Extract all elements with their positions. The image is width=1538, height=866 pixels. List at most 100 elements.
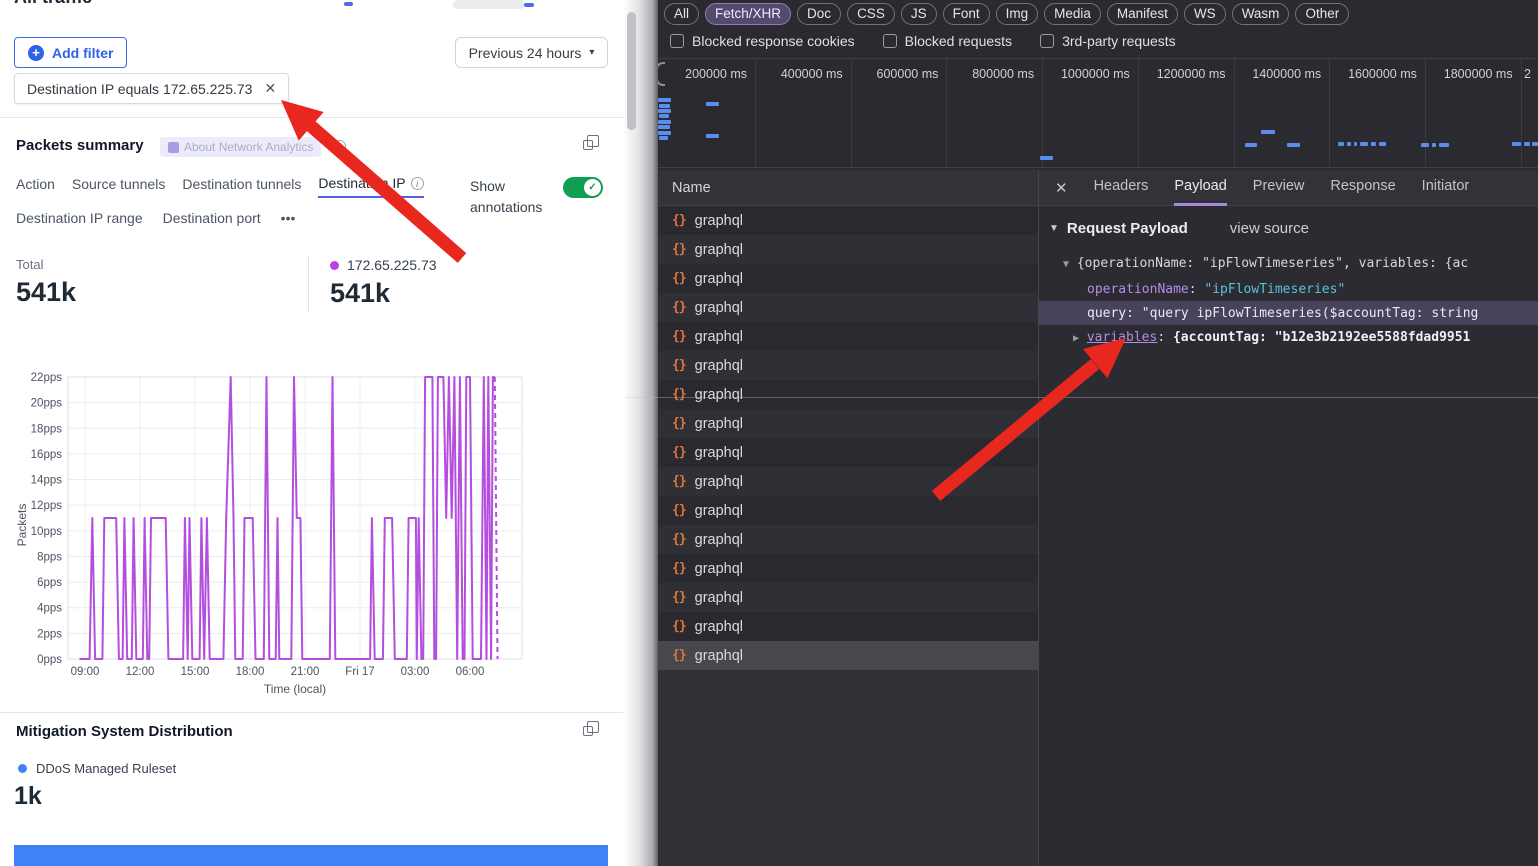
- collapse-caret-icon[interactable]: ▼: [1063, 259, 1070, 270]
- request-type-filter-bar: All Fetch/XHR Doc CSS JS Font Img Media Manifest…: [664, 3, 1350, 25]
- tab-destination-ip-range[interactable]: Destination IP range: [16, 210, 143, 226]
- time-range-label: Previous 24 hours: [468, 44, 582, 61]
- request-list: {} graphql {} graphql {} graphql {} graphql {} gr…: [658, 206, 1038, 866]
- request-row[interactable]: {} graphql: [658, 293, 1038, 322]
- request-row[interactable]: {} graphql: [658, 467, 1038, 496]
- tab-payload[interactable]: Payload: [1174, 170, 1226, 206]
- tab-action[interactable]: Action: [16, 175, 55, 198]
- filter-checkbox-row: Blocked response cookies Blocked requests…: [670, 33, 1176, 49]
- tab-destination-ip[interactable]: Destination IP i: [318, 175, 424, 198]
- request-row[interactable]: {} graphql: [658, 525, 1038, 554]
- close-icon[interactable]: ✕: [1055, 179, 1068, 197]
- panel-divider[interactable]: [1038, 170, 1039, 866]
- clipped-overview-remnant: [658, 62, 665, 86]
- checkbox-3rd-party-requests[interactable]: 3rd-party requests: [1040, 33, 1176, 49]
- y-tick-label: 22pps: [31, 372, 63, 384]
- filter-pill-js[interactable]: JS: [900, 3, 937, 25]
- scrollbar-thumb[interactable]: [627, 12, 636, 130]
- waterfall-gridline: [946, 59, 948, 167]
- x-tick-label: 15:00: [181, 666, 210, 678]
- checkbox-blocked-response-cookies[interactable]: Blocked response cookies: [670, 33, 855, 49]
- tab-source-tunnels[interactable]: Source tunnels: [72, 175, 165, 198]
- mitigation-value: 1k: [14, 782, 42, 810]
- series-legend-dot: [330, 260, 339, 270]
- graphql-braces-icon: {}: [672, 561, 687, 576]
- packets-timeseries-chart[interactable]: 0pps 2pps 4pps 6pps 8pps 10pps 12pps 14pps 16pps…: [0, 360, 623, 705]
- section-divider: [0, 117, 623, 118]
- request-row[interactable]: {} graphql: [658, 612, 1038, 641]
- show-annotations-toggle[interactable]: ✓: [563, 177, 603, 198]
- series-line: [79, 376, 495, 660]
- time-range-dropdown[interactable]: Previous 24 hours ▾: [455, 37, 608, 68]
- expand-caret-icon[interactable]: ▶: [1073, 333, 1080, 344]
- checkbox-icon: [670, 34, 684, 48]
- mitigation-title: Mitigation System Distribution: [16, 723, 233, 740]
- remove-filter-icon[interactable]: ✕: [264, 80, 277, 96]
- collapse-caret-icon[interactable]: ▼: [1049, 223, 1059, 234]
- request-row[interactable]: {} graphql: [658, 641, 1038, 670]
- tab-destination-port[interactable]: Destination port: [162, 210, 261, 226]
- plus-icon: +: [28, 44, 44, 61]
- filter-chip[interactable]: Destination IP equals 172.65.225.73 ✕: [14, 73, 290, 104]
- payload-variables-row[interactable]: ▶ variables: {accountTag: "b12e3b2192ee5…: [1073, 330, 1471, 345]
- request-row[interactable]: {} graphql: [658, 380, 1038, 409]
- add-filter-button[interactable]: + Add filter: [14, 37, 128, 68]
- filter-pill-wasm[interactable]: Wasm: [1231, 3, 1290, 25]
- filter-pill-doc[interactable]: Doc: [797, 3, 842, 25]
- y-tick-label: 2pps: [37, 628, 62, 640]
- tab-initiator[interactable]: Initiator: [1421, 177, 1470, 194]
- waterfall-time-label: 200000 ms: [685, 67, 747, 81]
- request-row[interactable]: {} graphql: [658, 583, 1038, 612]
- waterfall-gridline: [850, 59, 852, 167]
- payload-panel: ▼ Request Payload view source ▼ {operati…: [1039, 206, 1538, 866]
- view-source-link[interactable]: view source: [1229, 220, 1309, 237]
- tab-response[interactable]: Response: [1330, 177, 1396, 194]
- waterfall-request-bar: [658, 120, 671, 124]
- request-row[interactable]: {} graphql: [658, 322, 1038, 351]
- request-row[interactable]: {} graphql: [658, 264, 1038, 293]
- tab-headers[interactable]: Headers: [1093, 177, 1149, 194]
- request-row[interactable]: {} graphql: [658, 409, 1038, 438]
- request-name: graphql: [694, 647, 744, 664]
- filter-pill-fetchxhr[interactable]: Fetch/XHR: [705, 3, 792, 25]
- filter-pill-font[interactable]: Font: [942, 3, 990, 25]
- waterfall-request-bar: [1347, 142, 1351, 146]
- request-row[interactable]: {} graphql: [658, 206, 1038, 235]
- filter-pill-css[interactable]: CSS: [847, 3, 895, 25]
- checkbox-blocked-requests[interactable]: Blocked requests: [882, 33, 1012, 49]
- request-row[interactable]: {} graphql: [658, 351, 1038, 380]
- filter-pill-ws[interactable]: WS: [1183, 3, 1226, 25]
- request-row[interactable]: {} graphql: [658, 554, 1038, 583]
- filter-pill-media[interactable]: Media: [1044, 3, 1101, 25]
- request-name: graphql: [694, 299, 744, 316]
- request-row[interactable]: {} graphql: [658, 496, 1038, 525]
- request-row[interactable]: {} graphql: [658, 235, 1038, 264]
- tab-destination-tunnels[interactable]: Destination tunnels: [182, 175, 301, 198]
- request-row[interactable]: {} graphql: [658, 438, 1038, 467]
- about-network-analytics-badge[interactable]: About Network Analytics: [160, 137, 322, 157]
- request-name: graphql: [694, 270, 744, 287]
- payload-query-row[interactable]: query: "query ipFlowTimeseries($accountT…: [1087, 306, 1479, 321]
- waterfall-gridline: [1233, 59, 1235, 167]
- waterfall-request-bar: [1512, 142, 1521, 146]
- graphql-braces-icon: {}: [672, 300, 687, 315]
- waterfall-request-bar: [1439, 143, 1449, 147]
- graphql-braces-icon: {}: [672, 416, 687, 431]
- more-tabs-button[interactable]: •••: [280, 210, 296, 226]
- waterfall-gridline: [1137, 59, 1139, 167]
- filter-pill-manifest[interactable]: Manifest: [1106, 3, 1178, 25]
- clipped-toolbar-remnant: [453, 0, 525, 9]
- toggle-knob: ✓: [584, 179, 601, 196]
- tab-preview[interactable]: Preview: [1252, 177, 1305, 194]
- waterfall-overview[interactable]: 200000 ms 400000 ms 600000 ms 800000 ms 1000…: [658, 58, 1538, 168]
- popout-icon[interactable]: [583, 135, 599, 150]
- popout-icon[interactable]: [583, 721, 599, 736]
- stat-total-label: Total: [16, 257, 44, 272]
- filter-pill-all[interactable]: All: [664, 3, 700, 25]
- filter-pill-img[interactable]: Img: [995, 3, 1039, 25]
- request-name: graphql: [694, 241, 744, 258]
- payload-preview-line[interactable]: ▼ {operationName: "ipFlowTimeseries", va…: [1063, 256, 1469, 271]
- filter-pill-other[interactable]: Other: [1295, 3, 1350, 25]
- name-column-header[interactable]: Name: [658, 170, 1038, 206]
- x-tick-label: Fri 17: [345, 666, 374, 678]
